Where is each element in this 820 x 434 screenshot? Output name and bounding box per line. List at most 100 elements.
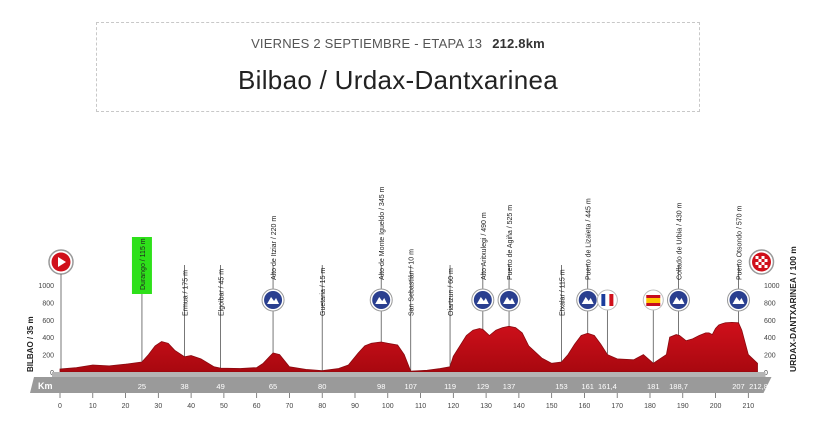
point-label: San Sebastián / 10 m — [409, 249, 416, 316]
finish-icon-check — [764, 265, 768, 268]
x-tick-label: 130 — [480, 403, 492, 410]
x-tick-label: 60 — [253, 403, 261, 410]
stage-distance: 212.8km — [492, 36, 545, 51]
km-bar-point-label: 38 — [180, 382, 188, 391]
x-tick-label: 110 — [415, 403, 426, 410]
km-bar-point-label: 65 — [269, 382, 277, 391]
km-bar-point-label: 98 — [377, 382, 385, 391]
climb-icon-mountain — [267, 297, 280, 304]
finish-icon-check — [758, 265, 762, 268]
climb-icon — [497, 288, 521, 312]
y-tick-label-left: 1000 — [38, 283, 54, 290]
y-tick-label-left: 200 — [42, 353, 54, 360]
y-tick-label-right: 600 — [764, 318, 776, 325]
x-tick-label: 160 — [579, 403, 591, 410]
finish-icon-check — [761, 256, 765, 259]
point-label: Guetaria / 15 m — [320, 268, 327, 316]
km-bar-point-label: 181 — [647, 382, 660, 391]
km-bar-point-label: 137 — [503, 382, 516, 391]
climb-icon-mountain — [732, 297, 745, 304]
spain-flag-icon — [642, 289, 664, 311]
x-tick-label: 80 — [318, 403, 326, 410]
km-bar-label: Km — [38, 381, 53, 391]
km-bar — [30, 377, 772, 393]
y-tick-label-left: 800 — [42, 300, 54, 307]
x-tick-label: 140 — [513, 403, 525, 410]
km-bar-point-label: 161 — [581, 382, 594, 391]
y-tick-label-right: 800 — [764, 300, 776, 307]
ground-strip — [52, 372, 766, 377]
finish-icon-check — [755, 262, 759, 265]
flag-yellow — [646, 298, 661, 303]
start-icon — [48, 249, 74, 275]
y-tick-label-right: 0 — [764, 370, 768, 377]
x-tick-label: 50 — [220, 403, 228, 410]
km-bar-point-label: 161,4 — [598, 382, 617, 391]
flag-red — [609, 294, 614, 306]
y-tick-label-right: 1000 — [764, 283, 780, 290]
x-tick-label: 40 — [187, 403, 195, 410]
flag-red-bottom — [646, 303, 661, 306]
km-bar-point-label: 107 — [404, 382, 417, 391]
climb-icon-mountain — [375, 297, 388, 304]
x-tick-label: 30 — [154, 403, 162, 410]
finish-icon-check — [758, 259, 762, 262]
km-bar-point-label: 188,7 — [669, 382, 688, 391]
climb-icon — [261, 288, 285, 312]
x-tick-label: 200 — [710, 403, 722, 410]
x-tick-label: 180 — [644, 403, 656, 410]
km-bar-point-label: 25 — [138, 382, 146, 391]
km-bar-point-label: 129 — [477, 382, 490, 391]
climb-icon — [369, 288, 393, 312]
point-label: Puerto de Lizaieta / 445 m — [586, 198, 593, 280]
climb-icon — [576, 288, 600, 312]
km-bar-point-label: 80 — [318, 382, 326, 391]
finish-icon-check — [761, 262, 765, 265]
x-tick-label: 190 — [677, 403, 689, 410]
climb-icon — [726, 288, 750, 312]
stage-info: VIERNES 2 SEPTIEMBRE - ETAPA 13 — [251, 36, 483, 51]
point-label: Alto de Monte Igueldo / 345 m — [379, 186, 386, 280]
finish-icon-check — [764, 259, 768, 262]
start-icon-arrow — [58, 257, 66, 267]
y-tick-label-left: 400 — [42, 335, 54, 342]
flag-white — [605, 294, 610, 306]
km-bar-point-label: 49 — [216, 382, 224, 391]
y-tick-label-right: 400 — [764, 335, 776, 342]
point-label: Collado de Urbia / 430 m — [677, 202, 684, 280]
point-label: Elgoibar / 45 m — [219, 269, 226, 316]
finish-label: URDAX-DANTXARINEA / 100 m — [788, 246, 798, 372]
km-bar-point-label: 153 — [555, 382, 568, 391]
km-bar-point-label: 207 — [732, 382, 745, 391]
elevation-area — [59, 321, 758, 373]
x-tick-label: 20 — [122, 403, 130, 410]
point-label: Oiartzun / 60 m — [448, 268, 455, 316]
climb-icon-mountain — [672, 297, 685, 304]
stage-route: Bilbao / Urdax-Dantxarinea — [238, 65, 558, 95]
finish-icon-check — [755, 256, 759, 259]
x-tick-label: 0 — [58, 403, 62, 410]
x-tick-label: 70 — [286, 403, 294, 410]
flag-red-top — [646, 295, 661, 298]
highlight-box — [131, 237, 152, 294]
x-tick-label: 10 — [89, 403, 97, 410]
x-tick-label: 170 — [611, 403, 623, 410]
point-label: Alto Aritxulegi / 490 m — [481, 212, 488, 280]
point-label: Alto de Itziar / 220 m — [271, 216, 278, 280]
stage-subtitle: VIERNES 2 SEPTIEMBRE - ETAPA 13 212.8km — [97, 36, 699, 51]
x-tick-label: 120 — [447, 403, 459, 410]
point-label: Puerto Otsondo / 570 m — [736, 206, 743, 280]
climb-icon-mountain — [476, 297, 489, 304]
y-tick-label-right: 200 — [764, 353, 776, 360]
x-tick-label: 210 — [742, 403, 754, 410]
climb-icon-mountain — [503, 297, 516, 304]
finish-icon — [748, 249, 775, 275]
point-label: Durango / 115 m — [140, 238, 147, 290]
start-label: BILBAO / 35 m — [26, 316, 35, 372]
x-tick-label: 100 — [382, 403, 394, 410]
km-bar-finish-label: 212,8 — [749, 382, 768, 391]
france-flag-icon — [596, 289, 618, 311]
point-label: Ermua / 175 m — [183, 270, 190, 316]
climb-icon — [667, 288, 691, 312]
